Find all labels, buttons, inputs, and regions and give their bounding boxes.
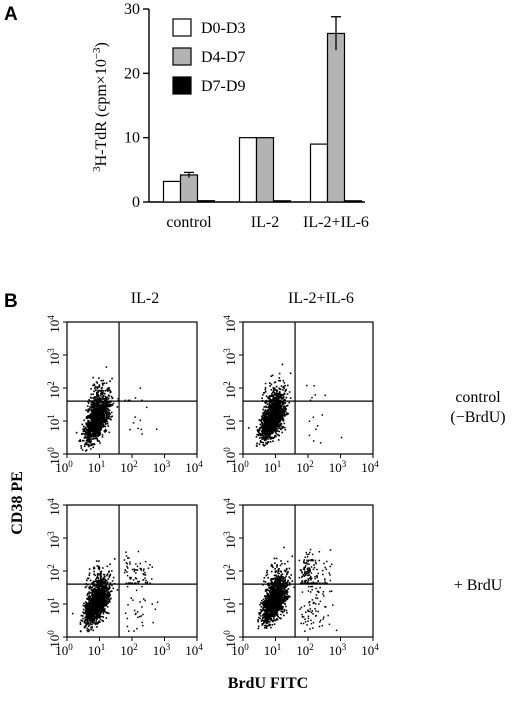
y-label-main: H-TdR (cpm×10 [93, 59, 110, 166]
x-tick-label: 104 [361, 642, 379, 658]
bar [326, 32, 346, 203]
y-tick-label: 104 [222, 498, 238, 516]
y-tick-label: 104 [46, 315, 62, 333]
y-axis-label: 3H-TdR (cpm×10−3) [91, 42, 110, 172]
x-tick-label: 103 [153, 459, 171, 475]
x-tick-label: 103 [329, 642, 347, 658]
legend-label: D7-D9 [201, 78, 245, 95]
x-tick-label: 101 [264, 459, 282, 475]
legend-label: D4-D7 [201, 49, 245, 66]
y-tick-label: 103 [46, 531, 62, 549]
y-tick-label: 102 [222, 381, 238, 399]
x-tick-label: 104 [185, 459, 203, 475]
y-label-close: ) [93, 42, 110, 47]
y-tick-label: 30 [124, 1, 140, 18]
y-tick-label: 103 [222, 531, 238, 549]
event-dots [247, 363, 343, 447]
x-axis-label: BrdU FITC [228, 675, 308, 692]
x-tick-label: control [166, 214, 212, 231]
y-tick-label: 0 [132, 194, 140, 211]
y-tick-label: 102 [46, 564, 62, 582]
y-tick-label: 102 [46, 381, 62, 399]
legend-label: D0-D3 [201, 20, 245, 37]
legend-swatch [172, 18, 192, 37]
y-axis-label-cd38: CD38 PE [9, 471, 26, 535]
row-label-plus-brdu: + BrdU [454, 577, 503, 594]
y-tick-label: 100 [222, 447, 238, 465]
bar [255, 137, 275, 203]
x-tick-label: 101 [88, 459, 106, 475]
bar [309, 143, 329, 203]
x-tick-label: 101 [264, 642, 282, 658]
x-tick-label: 102 [296, 459, 314, 475]
bar [196, 200, 216, 203]
x-tick-label: 101 [88, 642, 106, 658]
bar [272, 200, 292, 203]
legend-swatch [172, 76, 192, 95]
bar [238, 137, 258, 203]
y-tick-label: 20 [124, 65, 140, 82]
x-tick-label: 104 [185, 642, 203, 658]
bar-series: control IL-2 IL-2+IL-6 [162, 16, 369, 231]
row-label-minus-brdu: (−BrdU) [450, 409, 505, 426]
column-title: IL-2 [131, 290, 159, 307]
x-tick-label: 103 [329, 459, 347, 475]
x-tick-label: 102 [120, 642, 138, 658]
event-dots [75, 366, 158, 452]
event-dots [71, 550, 159, 633]
y-label-superscript: 3 [91, 166, 103, 172]
x-tick-label: IL-2 [251, 214, 279, 231]
flow-plots: IL-2 IL-2+IL-6 control (−BrdU) + BrdU BrdU FI… [9, 290, 506, 692]
y-tick-label: 103 [222, 348, 238, 366]
y-tick-label: 104 [46, 498, 62, 516]
y-tick-label: 101 [46, 597, 62, 615]
y-tick-label: 101 [222, 597, 238, 615]
x-tick-label: 100 [55, 459, 73, 475]
bar [162, 180, 182, 203]
y-tick-label: 102 [222, 564, 238, 582]
row-label-control: control [455, 389, 501, 406]
x-tick-label: 102 [120, 459, 138, 475]
y-tick-label: 101 [222, 414, 238, 432]
panel-b-label: B [4, 291, 18, 312]
y-tick-label: 101 [46, 414, 62, 432]
bar-chart: 3H-TdR (cpm×10−3) 0 10 20 30 control IL-2 IL-… [91, 1, 369, 231]
x-tick-label: 100 [55, 642, 73, 658]
y-tick-label: 103 [46, 348, 62, 366]
bar [343, 200, 363, 203]
x-tick-label: 100 [231, 642, 249, 658]
y-tick-label: 100 [46, 630, 62, 648]
y-tick-label: 10 [124, 130, 140, 147]
x-tick-label: 102 [296, 642, 314, 658]
x-tick-label: IL-2+IL-6 [303, 214, 369, 231]
legend-swatch [172, 47, 192, 66]
bar [179, 174, 199, 203]
legend: D0-D3 D4-D7 D7-D9 [172, 18, 245, 95]
panel-a-label: A [4, 4, 18, 25]
y-tick-label: 104 [222, 315, 238, 333]
y-tick-label: 100 [222, 630, 238, 648]
event-dots [257, 546, 338, 632]
y-tick-label: 100 [46, 447, 62, 465]
y-label-exponent: −3 [91, 47, 103, 59]
x-tick-label: 104 [361, 459, 379, 475]
x-tick-label: 103 [153, 642, 171, 658]
column-title: IL-2+IL-6 [288, 290, 354, 307]
x-tick-label: 100 [231, 459, 249, 475]
